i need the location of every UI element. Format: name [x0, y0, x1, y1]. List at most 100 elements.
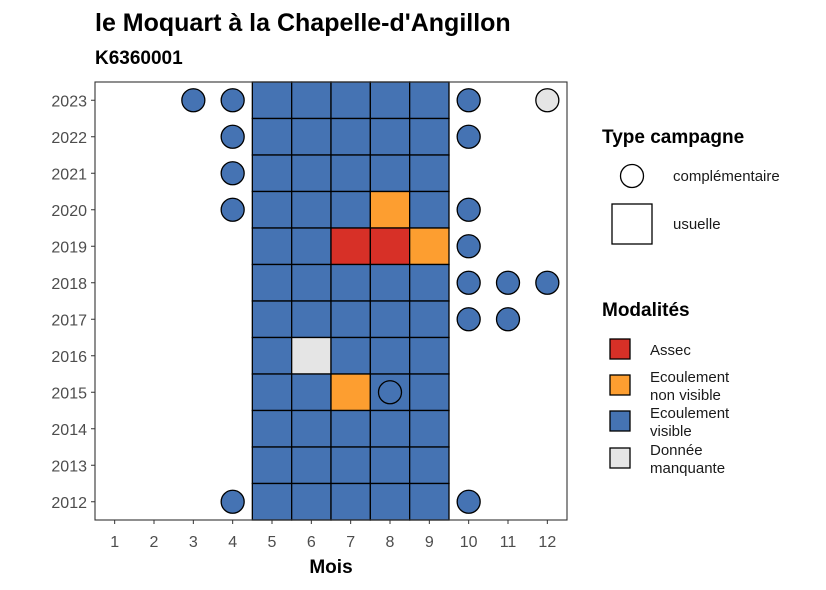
- x-tick-label-1: 1: [110, 534, 119, 551]
- point-2018-10: [456, 270, 481, 295]
- plot-border: [94, 81, 568, 521]
- point-2018-12: [535, 270, 560, 295]
- tile-2017-8: [369, 300, 411, 339]
- tile-2019-8: [369, 227, 411, 266]
- y-tick-label-2018: 2018: [51, 276, 87, 293]
- point-2017-10: [456, 307, 481, 332]
- point-2017-11: [495, 307, 521, 332]
- tile-2015-6: [291, 373, 332, 412]
- tile-2020-9: [409, 190, 450, 229]
- tile-2013-7: [330, 446, 371, 485]
- point-2012-10: [456, 489, 481, 514]
- tile-2016-7: [330, 336, 371, 375]
- y-tick-label-2023: 2023: [51, 93, 87, 110]
- point-2021-4: [220, 161, 245, 186]
- tile-2021-8: [369, 154, 411, 193]
- legend-line: non visible: [650, 387, 721, 404]
- tile-2015-7: [330, 373, 371, 412]
- tile-2020-7: [330, 190, 371, 229]
- y-tick-label-2017: 2017: [51, 312, 87, 329]
- tile-2014-7: [330, 409, 371, 448]
- x-tick-label-2: 2: [150, 534, 159, 551]
- tile-2014-8: [369, 409, 411, 448]
- y-tick-label-2022: 2022: [51, 130, 87, 147]
- x-tick-label-7: 7: [346, 534, 355, 551]
- legend-type-label-0: complémentaire: [673, 168, 780, 185]
- tile-2018-9: [409, 263, 450, 302]
- tile-2023-8: [369, 81, 411, 120]
- tile-2013-9: [409, 446, 450, 485]
- tile-2021-6: [291, 154, 332, 193]
- tile-2020-5: [251, 190, 293, 229]
- point-2020-10: [456, 197, 481, 222]
- tile-2014-5: [251, 409, 293, 448]
- legend-swatch-visible: [609, 410, 631, 432]
- x-axis-title: Mois: [309, 557, 352, 578]
- y-tick-label-2014: 2014: [51, 422, 87, 439]
- legend-line: Ecoulement: [650, 405, 730, 422]
- tile-2013-6: [291, 446, 332, 485]
- x-tick-label-9: 9: [425, 534, 434, 551]
- y-tick-label-2015: 2015: [51, 385, 87, 402]
- tile-2023-5: [251, 81, 293, 120]
- legend-type-title: Type campagne: [602, 127, 744, 148]
- tile-2018-5: [251, 263, 293, 302]
- legend-modalite-label-manquante: Donnée manquante: [650, 442, 725, 477]
- x-tick-label-3: 3: [189, 534, 198, 551]
- point-2023-10: [456, 88, 481, 113]
- y-tick-label-2020: 2020: [51, 203, 87, 220]
- tile-2021-9: [409, 154, 450, 193]
- legend-swatch-manquante: [609, 447, 631, 469]
- plot-area: 1 2 3 4 5 6 7 8 9 10 11 122012201320142015201620172…: [51, 81, 568, 551]
- tile-2012-9: [409, 482, 450, 521]
- x-tick-label-4: 4: [228, 534, 237, 551]
- y-tick-label-2016: 2016: [51, 349, 87, 366]
- tile-2018-8: [369, 263, 411, 302]
- tile-2022-7: [330, 117, 371, 156]
- x-tick-label-11: 11: [500, 534, 517, 551]
- legend-line: Donnée: [650, 442, 703, 459]
- tile-2018-6: [291, 263, 332, 302]
- point-2023-12: [535, 88, 560, 113]
- tile-2012-5: [251, 482, 293, 521]
- legend-type-label-1: usuelle: [673, 216, 721, 233]
- tile-2016-5: [251, 336, 293, 375]
- point-2023-4: [220, 88, 245, 113]
- tile-2014-6: [291, 409, 332, 448]
- legend-type-campagne: Type campagne complémentaire usuelle: [602, 127, 780, 245]
- chart-title: le Moquart à la Chapelle-d'Angillon: [95, 9, 511, 37]
- tile-2017-9: [409, 300, 450, 339]
- point-2012-4: [220, 489, 245, 514]
- tile-2020-6: [291, 190, 332, 229]
- legend-modalites: Modalités Assec Ecoulement non visibleEcou…: [602, 300, 730, 477]
- y-tick-label-2013: 2013: [51, 458, 87, 475]
- tile-2022-9: [409, 117, 450, 156]
- legend-modalite-label-assec: Assec: [650, 342, 691, 359]
- point-2018-11: [495, 270, 521, 295]
- x-tick-label-8: 8: [386, 534, 395, 551]
- x-tick-label-5: 5: [268, 534, 277, 551]
- legend-swatch-non_visible: [609, 374, 631, 396]
- x-tick-label-10: 10: [460, 534, 478, 551]
- tile-2017-5: [251, 300, 293, 339]
- tile-2012-8: [369, 482, 411, 521]
- tile-2013-5: [251, 446, 293, 485]
- point-2023-3: [181, 88, 206, 113]
- legend-swatch-assec: [609, 338, 631, 360]
- chart-subtitle: K6360001: [95, 48, 183, 69]
- tile-2017-7: [330, 300, 371, 339]
- tile-2013-8: [369, 446, 411, 485]
- tile-2023-6: [291, 81, 332, 120]
- legend-circle-icon: [619, 163, 645, 189]
- tile-2021-5: [251, 154, 293, 193]
- tile-2019-6: [291, 227, 332, 266]
- tile-2017-6: [291, 300, 332, 339]
- point-2019-10: [456, 234, 481, 259]
- y-tick-label-2012: 2012: [51, 495, 87, 512]
- tile-2012-6: [291, 482, 332, 521]
- point-2020-4: [220, 197, 245, 222]
- legend-modalite-label-visible: Ecoulement visible: [650, 405, 730, 440]
- y-tick-label-2021: 2021: [51, 166, 87, 183]
- tile-2015-9: [409, 373, 450, 412]
